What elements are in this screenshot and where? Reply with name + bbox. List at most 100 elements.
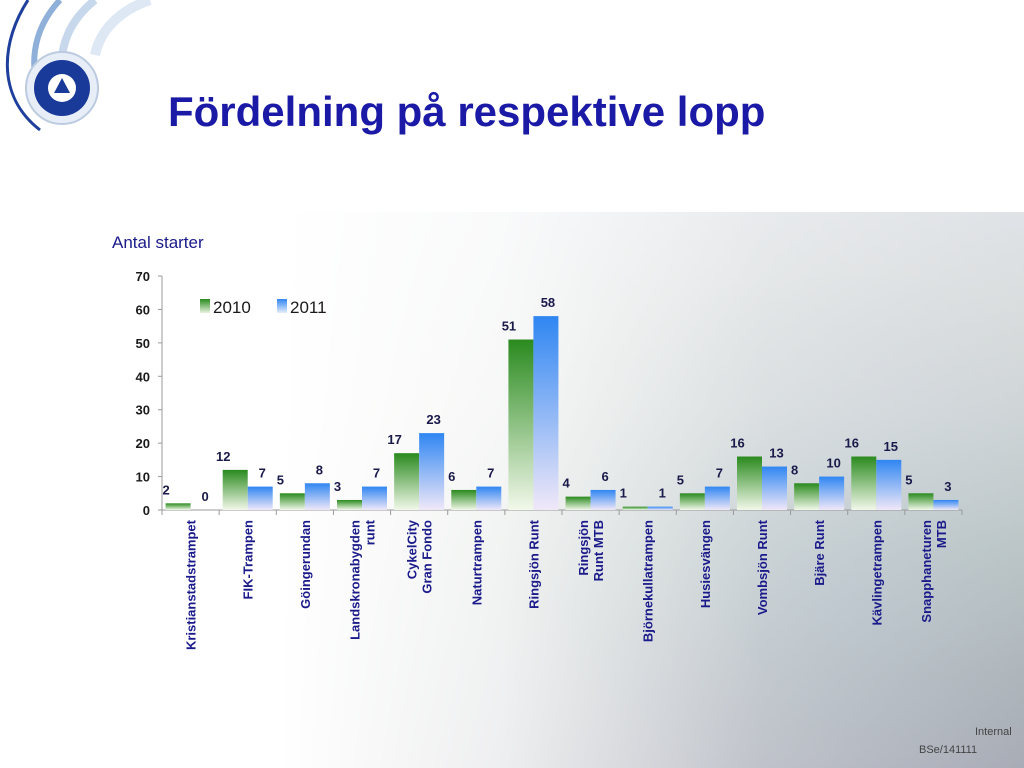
data-label: 5	[677, 472, 684, 487]
data-label: 7	[373, 466, 380, 481]
data-label: 13	[769, 446, 783, 461]
x-category-label-line: CykelCity	[405, 519, 420, 579]
legend-label-2010: 2010	[213, 298, 251, 317]
data-label: 5	[905, 472, 912, 487]
data-label: 10	[826, 456, 840, 471]
bar-2011-11	[819, 476, 845, 510]
x-category-label: Bjäre Runt	[812, 519, 827, 585]
x-category-label: Vombsjön Runt	[755, 519, 770, 615]
bar-2011-8	[647, 506, 673, 510]
x-category-label-line: Kävlingetrampen	[869, 520, 884, 626]
footer-code: BSe/141111	[919, 744, 978, 756]
x-category-label-line: Kristianstadstrampet	[184, 519, 199, 650]
bar-2010-4	[394, 453, 420, 510]
bar-2010-8	[622, 506, 648, 510]
bar-2010-5	[451, 489, 477, 510]
data-label: 8	[791, 462, 798, 477]
x-category-label-line: Naturtrampen	[469, 520, 484, 605]
x-category-label: SnapphaneturenMTB	[919, 520, 949, 623]
x-category-label: CykelCityGran Fondo	[405, 519, 435, 593]
data-label: 15	[884, 439, 898, 454]
bar-2010-9	[679, 493, 705, 510]
legend-swatch-2011	[277, 299, 287, 313]
bar-2010-10	[737, 456, 762, 510]
page-title: Fördelning på respektive lopp	[168, 88, 766, 135]
x-category-label-line: Ringsjön	[576, 520, 591, 576]
footer-classification: Internal	[975, 726, 1012, 738]
legend-swatch-2010	[200, 299, 210, 313]
x-category-label: Ringsjön Runt	[526, 519, 541, 608]
x-category-label: Naturtrampen	[469, 520, 484, 605]
data-label: 23	[426, 412, 440, 427]
bar-2010-11	[794, 483, 820, 510]
x-category-label-line: MTB	[934, 520, 949, 548]
bar-2011-7	[590, 489, 616, 510]
x-category-label: Björnekullatrampen	[641, 520, 656, 642]
data-label: 6	[448, 469, 455, 484]
bar-2011-1	[247, 486, 273, 510]
bar-2010-3	[337, 499, 362, 510]
bar-2011-4	[419, 433, 445, 510]
data-label: 12	[216, 449, 230, 464]
bar-2010-6	[508, 339, 534, 510]
y-tick-label: 60	[136, 302, 150, 317]
x-category-label-line: FIK-Trampen	[241, 520, 256, 600]
data-label: 8	[316, 462, 323, 477]
bar-2011-12	[876, 459, 902, 510]
bar-2011-10	[762, 466, 787, 510]
x-category-label: Kristianstadstrampet	[184, 519, 199, 650]
x-category-label-line: Gran Fondo	[420, 520, 435, 594]
x-category-label: Göingerundan	[298, 520, 313, 609]
bar-2011-5	[476, 486, 502, 510]
x-category-label: Husiesvängen	[698, 520, 713, 608]
data-label: 16	[730, 436, 744, 451]
y-tick-label: 70	[136, 269, 150, 284]
bar-2010-0	[165, 503, 191, 510]
y-tick-label: 20	[136, 436, 150, 451]
x-category-label: Landskronabygdenrunt	[348, 519, 378, 640]
data-label: 7	[487, 466, 494, 481]
data-label: 2	[162, 482, 169, 497]
data-label: 5	[277, 472, 284, 487]
bar-2010-7	[565, 496, 591, 510]
x-category-label-line: Snapphaneturen	[919, 520, 934, 623]
bar-2011-9	[704, 486, 730, 510]
data-label: 7	[716, 466, 723, 481]
tetra-pak-logo	[5, 0, 152, 132]
data-label: 17	[387, 432, 401, 447]
data-label: 58	[541, 295, 555, 310]
x-category-label-line: Landskronabygden	[348, 520, 363, 640]
bar-2010-13	[908, 493, 934, 510]
data-label: 1	[620, 486, 627, 501]
legend-label-2011: 2011	[290, 298, 327, 317]
x-category-label-line: runt	[363, 519, 378, 545]
data-label: 3	[944, 479, 951, 494]
data-label: 3	[334, 479, 341, 494]
x-category-label-line: Ringsjön Runt	[526, 519, 541, 608]
bar-2011-13	[933, 499, 959, 510]
x-category-label-line: Husiesvängen	[698, 520, 713, 608]
bar-2010-12	[851, 456, 877, 510]
x-category-label: FIK-Trampen	[241, 520, 256, 600]
x-category-label: RingsjönRunt MTB	[576, 520, 606, 581]
y-tick-label: 30	[136, 403, 150, 418]
bar-2011-6	[533, 316, 559, 510]
data-label: 7	[259, 466, 266, 481]
bar-2011-2	[304, 483, 330, 510]
y-axis-label: Antal starter	[112, 233, 204, 252]
data-label: 16	[845, 436, 859, 451]
y-tick-label: 10	[136, 470, 150, 485]
x-category-label-line: Vombsjön Runt	[755, 519, 770, 615]
data-label: 4	[562, 476, 570, 491]
x-category-label-line: Björnekullatrampen	[641, 520, 656, 642]
y-tick-label: 0	[143, 503, 150, 518]
y-tick-label: 40	[136, 369, 150, 384]
y-tick-label: 50	[136, 336, 150, 351]
bar-2010-2	[279, 493, 305, 510]
data-label: 1	[659, 486, 666, 501]
data-label: 51	[502, 319, 516, 334]
bar-2010-1	[222, 469, 248, 510]
x-category-label-line: Runt MTB	[591, 520, 606, 581]
bar-2011-3	[362, 486, 387, 510]
